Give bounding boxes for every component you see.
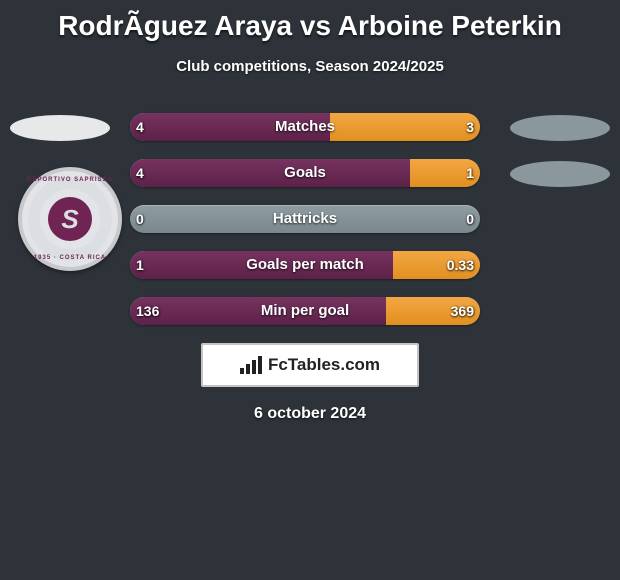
stats-area: DEPORTIVO SAPRISSA S 1935 · COSTA RICA 4… <box>0 113 620 327</box>
stat-bar: 00Hattricks <box>130 205 480 233</box>
right-team-marker <box>510 115 610 141</box>
barchart-icon <box>240 356 262 374</box>
stat-right-value: 369 <box>414 297 474 325</box>
branding-text: FcTables.com <box>268 355 380 375</box>
comparison-card: RodrÃ­guez Araya vs Arboine Peterkin Clu… <box>0 0 620 580</box>
stat-rows: 43Matches41Goals00Hattricks10.33Goals pe… <box>0 113 620 327</box>
footer-date: 6 october 2024 <box>0 405 620 423</box>
stat-left-value: 136 <box>136 297 196 325</box>
stat-bar: 10.33Goals per match <box>130 251 480 279</box>
stat-left-value: 4 <box>136 159 196 187</box>
branding-text-c: .com <box>340 355 380 374</box>
stat-right-value: 1 <box>414 159 474 187</box>
stat-bar: 136369Min per goal <box>130 297 480 325</box>
stat-left-value: 0 <box>136 205 196 233</box>
stat-left-value: 1 <box>136 251 196 279</box>
stat-right-value: 0.33 <box>414 251 474 279</box>
right-team-marker <box>510 161 610 187</box>
branding-text-a: Fc <box>268 355 288 374</box>
subtitle: Club competitions, Season 2024/2025 <box>0 58 620 75</box>
stat-bar: 43Matches <box>130 113 480 141</box>
stat-right-value: 0 <box>414 205 474 233</box>
stat-row: 43Matches <box>0 113 620 143</box>
stat-row: 00Hattricks <box>0 205 620 235</box>
page-title: RodrÃ­guez Araya vs Arboine Peterkin <box>0 0 620 42</box>
left-team-marker <box>10 115 110 141</box>
stat-row: 136369Min per goal <box>0 297 620 327</box>
stat-bar: 41Goals <box>130 159 480 187</box>
stat-row: 10.33Goals per match <box>0 251 620 281</box>
stat-left-value: 4 <box>136 113 196 141</box>
stat-right-value: 3 <box>414 113 474 141</box>
stat-row: 41Goals <box>0 159 620 189</box>
branding-text-b: Tables <box>288 355 341 374</box>
branding-box[interactable]: FcTables.com <box>201 343 419 387</box>
